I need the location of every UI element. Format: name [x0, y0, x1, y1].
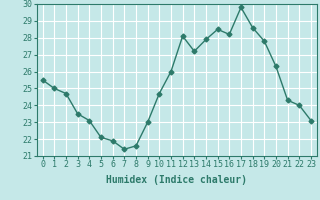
X-axis label: Humidex (Indice chaleur): Humidex (Indice chaleur)	[106, 175, 247, 185]
